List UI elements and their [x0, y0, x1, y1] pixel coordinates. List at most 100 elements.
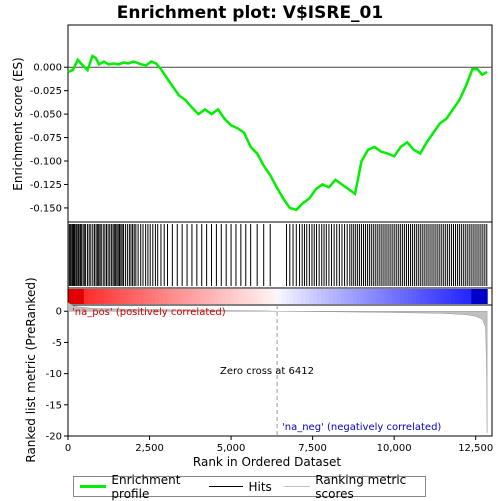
color-bar-segment: [352, 289, 358, 304]
color-bar-segment: [396, 289, 401, 304]
color-bar-segment: [218, 289, 223, 304]
zero-cross-label: Zero cross at 6412: [220, 366, 314, 377]
color-bar-segment: [404, 289, 409, 304]
es-panel: [67, 24, 493, 223]
metric-y-tick-label: -5: [52, 338, 62, 349]
color-bar-segment: [384, 289, 389, 304]
color-bar-segment: [241, 289, 247, 304]
color-bar-segment: [249, 289, 255, 304]
es-y-tick-label: -0.075: [30, 133, 62, 144]
legend-item-hits: Hits: [209, 480, 272, 494]
es-y-ticks: 0.000 -0.025 -0.050 -0.075 -0.100 -0.125 -0.15…: [30, 63, 68, 214]
color-bar-segment: [293, 289, 298, 304]
x-tick-label: 0: [65, 443, 71, 454]
color-bar-segment: [388, 289, 393, 304]
color-bar-segment: [230, 289, 235, 304]
color-bar-segment: [419, 289, 425, 304]
color-bar-segment: [380, 289, 385, 304]
color-bar-segment: [131, 289, 136, 304]
color-bar-segment: [238, 289, 243, 304]
color-bar-segment: [376, 289, 381, 304]
color-bar-segment: [127, 289, 132, 304]
color-bar-segment: [313, 289, 318, 304]
es-y-label: Enrichment score (ES): [11, 57, 25, 190]
color-bar-segment: [475, 289, 480, 304]
legend-item-enrichment: Enrichment profile: [80, 473, 197, 501]
color-bar-segment: [328, 289, 334, 304]
color-bar-segment: [119, 289, 124, 304]
color-bar-segment: [71, 289, 77, 304]
color-bar-segment: [91, 289, 97, 304]
color-bar-segment: [87, 289, 93, 304]
color-bar-segment: [103, 289, 109, 304]
es-y-tick-label: -0.125: [30, 180, 62, 191]
color-bar-segment: [214, 289, 219, 304]
color-bar-segment: [162, 289, 168, 304]
color-bar-segment: [107, 289, 113, 304]
color-bar-segment: [273, 289, 279, 304]
color-bar-segment: [75, 289, 81, 304]
color-bar-segment: [309, 289, 314, 304]
pos-correlated-label: 'na_pos' (positively correlated): [72, 307, 226, 318]
color-bar-segment: [400, 289, 405, 304]
enrichment-profile-line: [67, 54, 488, 212]
es-y-tick-label: -0.100: [30, 157, 62, 168]
color-bar-segment: [139, 289, 144, 304]
color-bar-segment: [305, 289, 310, 304]
color-bar-segment: [348, 289, 354, 304]
color-bar-segment: [123, 289, 128, 304]
color-bar-segment: [147, 289, 152, 304]
color-bar-segment: [190, 289, 196, 304]
x-tick-label: 2,500: [135, 443, 164, 454]
ranking-swatch-icon: [283, 486, 311, 487]
color-bar-segment: [277, 289, 283, 304]
x-tick-label: 12,500: [458, 443, 493, 454]
hit-marks: [68, 224, 488, 286]
color-bar-segment: [483, 289, 488, 304]
color-bar-segment: [253, 289, 259, 304]
x-tick-label: 10,000: [377, 443, 412, 454]
color-bar-segment: [435, 289, 441, 304]
es-y-tick-label: 0.000: [33, 63, 62, 74]
color-bar-segment: [166, 289, 172, 304]
color-bar-segment: [408, 289, 413, 304]
color-bar-segment: [198, 289, 204, 304]
color-bar-segment: [332, 289, 338, 304]
color-bar-segment: [186, 289, 192, 304]
color-bar-segment: [467, 289, 472, 304]
es-y-tick-label: -0.050: [30, 110, 62, 121]
x-tick-label: 7,500: [298, 443, 327, 454]
color-bar-segment: [411, 289, 417, 304]
x-axis-ticks: 0 2,500 5,000 7,500 10,000 12,500: [65, 436, 493, 454]
metric-y-tick-label: -15: [46, 400, 62, 411]
color-bar-segment: [443, 289, 449, 304]
color-bar-segment: [269, 289, 275, 304]
color-bar-segment: [321, 289, 326, 304]
color-bar-segment: [455, 289, 461, 304]
legend: Enrichment profile Hits Ranking metric s…: [73, 473, 426, 501]
ranking-metric-area: [67, 301, 488, 433]
color-bar-segment: [178, 289, 184, 304]
legend-enrichment-label: Enrichment profile: [111, 472, 181, 501]
color-bar-segment: [115, 289, 120, 304]
color-bar-segment: [151, 289, 156, 304]
color-bar-segment: [170, 289, 176, 304]
legend-ranking-label: Ranking metric scores: [315, 472, 407, 501]
color-bar-segment: [459, 289, 464, 304]
color-bar-segment: [415, 289, 421, 304]
color-bar-segment: [285, 289, 291, 304]
metric-y-label: Ranked list metric (PreRanked): [24, 277, 38, 462]
color-bar-segment: [479, 289, 484, 304]
color-bar-segment: [158, 289, 164, 304]
x-tick-label: 5,000: [217, 443, 246, 454]
legend-item-ranking: Ranking metric scores: [283, 472, 419, 501]
color-bar-segment: [447, 289, 453, 304]
color-bar-segment: [289, 289, 294, 304]
metric-y-tick-label: -10: [46, 369, 62, 380]
color-bar-segment: [423, 289, 429, 304]
rank-color-bar: [68, 289, 488, 304]
color-bar-segment: [356, 289, 362, 304]
color-bar-segment: [174, 289, 180, 304]
color-bar-segment: [265, 289, 271, 304]
